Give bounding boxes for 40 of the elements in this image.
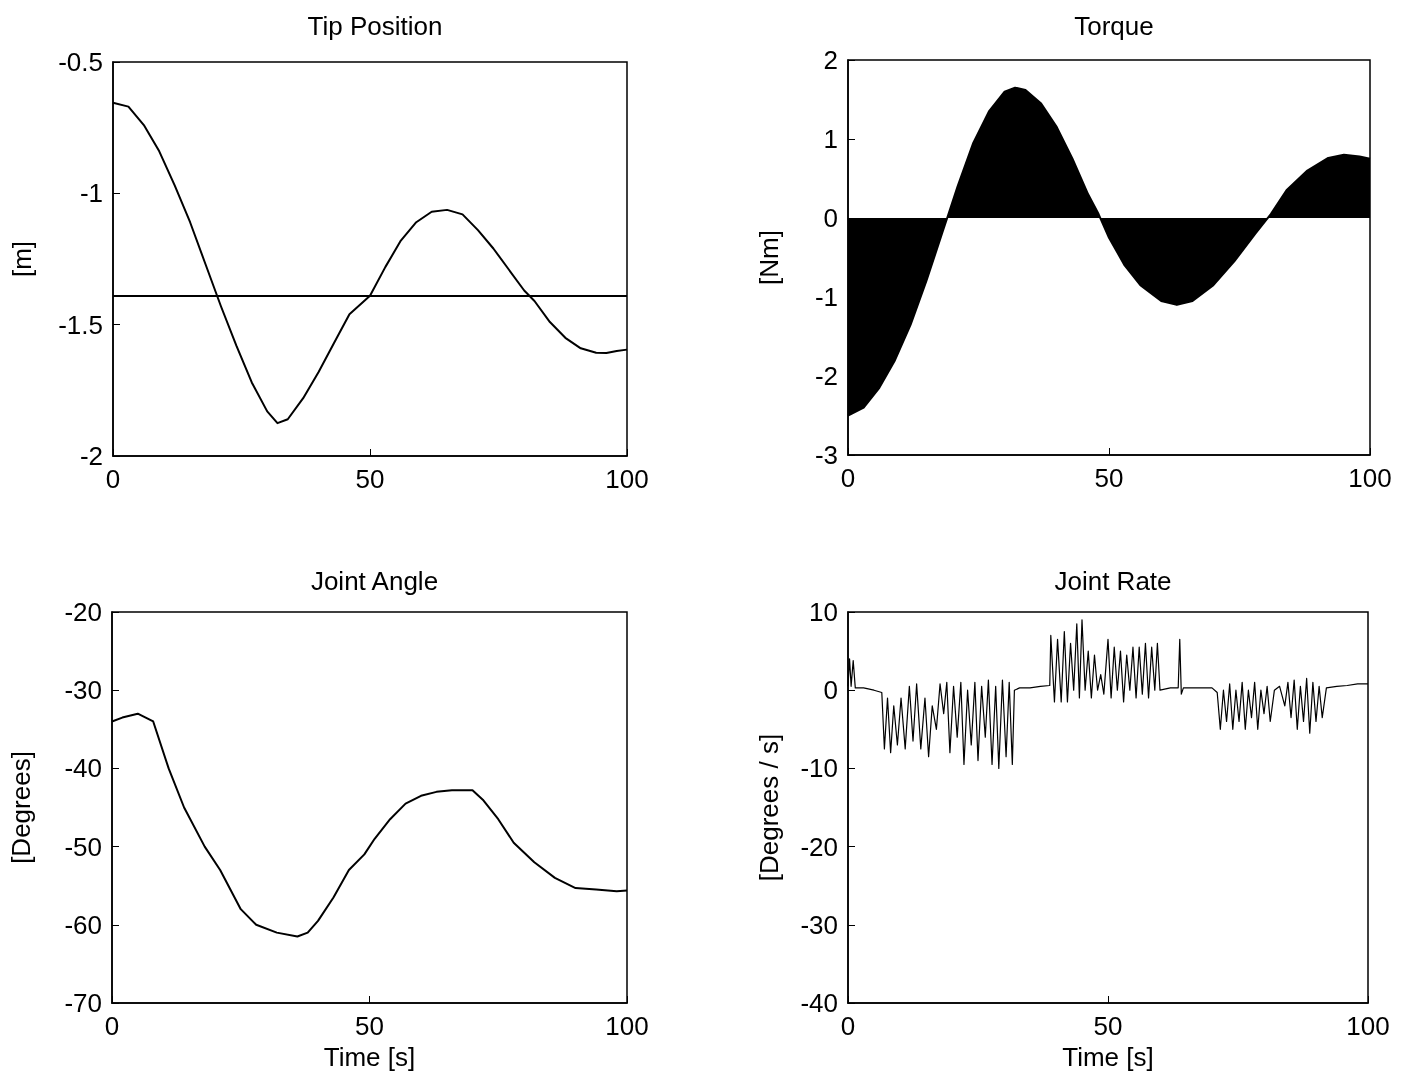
y-tick-label: -1.5 (58, 309, 103, 340)
x-tick-label: 100 (1346, 1011, 1390, 1041)
x-tick-label: 50 (1093, 1011, 1123, 1041)
y-tick-label: -20 (64, 597, 102, 627)
x-tick-label: 100 (605, 1011, 649, 1041)
y-tick-label: -70 (64, 988, 102, 1018)
chart-title: Torque (1074, 11, 1154, 41)
y-tick-label: -10 (800, 753, 838, 784)
y-axis-title: [Degrees / s] (754, 733, 784, 882)
x-axis-title: Time [s] (323, 1041, 416, 1072)
y-tick-label: 1 (823, 124, 838, 154)
y-tick-label: -1 (814, 282, 838, 312)
y-tick-label: -3 (814, 440, 838, 470)
y-tick-label: 2 (823, 45, 838, 75)
y-tick-label: -30 (64, 675, 102, 706)
y-tick-label: -0.5 (58, 47, 103, 77)
y-tick-label: -20 (800, 831, 838, 862)
y-tick-label: -40 (800, 988, 838, 1018)
x-tick-label: 50 (1094, 463, 1124, 493)
y-tick-label: -2 (814, 361, 838, 391)
y-tick-label: -30 (800, 909, 838, 940)
y-axis-title: [Degrees] (6, 751, 36, 864)
x-tick-label: 100 (605, 464, 649, 494)
chart-title: Joint Rate (1054, 566, 1172, 596)
y-tick-label: -50 (64, 831, 102, 862)
x-tick-label: 50 (355, 464, 385, 494)
y-axis-title: [m] (7, 240, 37, 278)
x-tick-label: 50 (355, 1011, 384, 1041)
y-tick-label: -2 (79, 441, 103, 471)
y-axis-title: [Nm] (754, 230, 784, 285)
chart-title: Joint Angle (310, 566, 439, 596)
chart-title: Tip Position (307, 11, 443, 41)
x-tick-label: 100 (1348, 463, 1392, 493)
y-tick-label: 0 (823, 675, 838, 706)
x-axis-title: Time [s] (1062, 1041, 1154, 1072)
y-tick-label: 0 (823, 203, 838, 233)
y-tick-label: -40 (64, 753, 102, 784)
y-tick-label: -60 (64, 909, 102, 940)
y-tick-label: 10 (809, 597, 838, 627)
y-tick-label: -1 (79, 178, 103, 209)
